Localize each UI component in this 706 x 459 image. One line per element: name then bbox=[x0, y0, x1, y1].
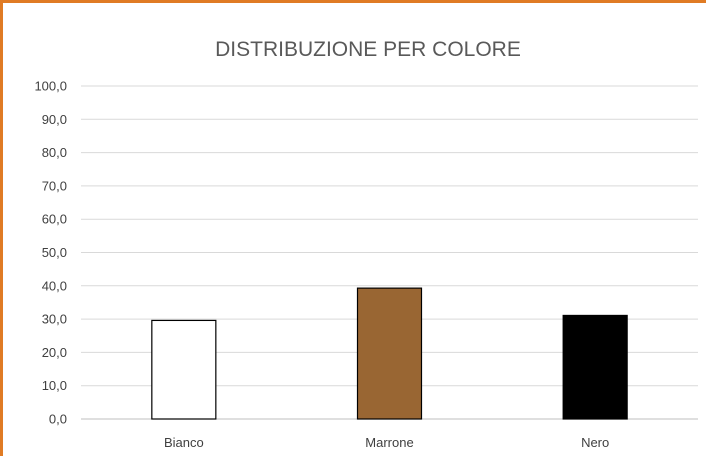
y-tick-label: 0,0 bbox=[49, 412, 67, 427]
x-category-label: Marrone bbox=[365, 435, 413, 450]
y-tick-label: 70,0 bbox=[42, 178, 67, 193]
y-tick-label: 40,0 bbox=[42, 278, 67, 293]
y-tick-label: 50,0 bbox=[42, 245, 67, 260]
y-tick-label: 20,0 bbox=[42, 345, 67, 360]
bar-chart: DISTRIBUZIONE PER COLORE 0,0 10,0 20,0 30,0… bbox=[34, 38, 698, 450]
y-tick-label: 90,0 bbox=[42, 112, 67, 127]
x-axis-labels: Bianco Marrone Nero bbox=[164, 435, 609, 450]
y-tick-label: 30,0 bbox=[42, 312, 67, 327]
y-axis-ticks: 0,0 10,0 20,0 30,0 40,0 50,0 60,0 70,0 80,0 90,0 1… bbox=[34, 79, 67, 427]
chart-title: DISTRIBUZIONE PER COLORE bbox=[215, 38, 521, 61]
x-category-label: Nero bbox=[581, 435, 609, 450]
x-category-label: Bianco bbox=[164, 435, 204, 450]
y-tick-label: 80,0 bbox=[42, 145, 67, 160]
y-tick-label: 100,0 bbox=[34, 79, 67, 94]
y-tick-label: 60,0 bbox=[42, 212, 67, 227]
y-tick-label: 10,0 bbox=[42, 378, 67, 393]
bars bbox=[151, 287, 628, 420]
bar-bianco bbox=[151, 319, 217, 420]
bar-nero bbox=[562, 314, 628, 420]
bar-marrone bbox=[356, 287, 423, 420]
